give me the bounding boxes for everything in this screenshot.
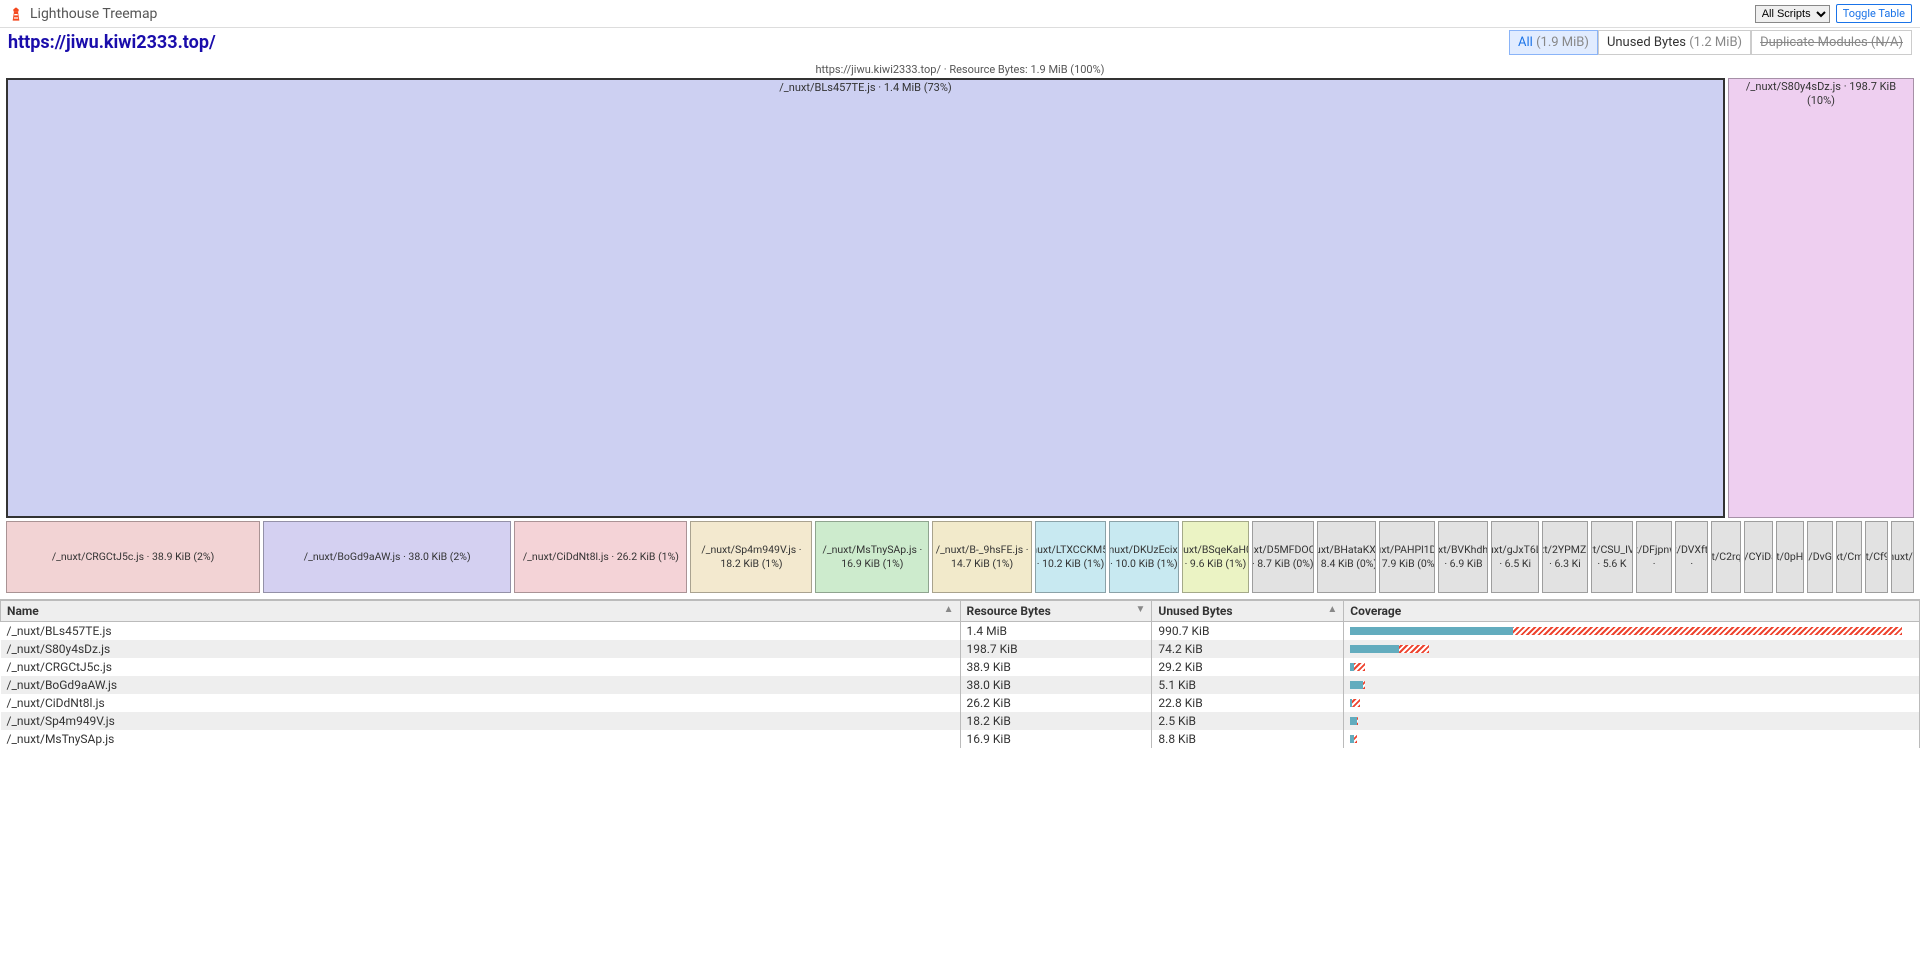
treemap-node-small[interactable]: /_nuxt/B-_9hsFE.js · 14.7 KiB (1%) [932,521,1032,593]
table-wrap: Name▲ Resource Bytes▼ Unused Bytes▲ Cove… [0,599,1920,779]
treemap-node-small[interactable]: /_nuxt/Cf9lfeA.j [1865,521,1889,593]
cell-coverage [1344,622,1920,641]
header-right: All Scripts Toggle Table [1755,4,1912,23]
treemap-node-main-label: /_nuxt/BLs457TE.js · 1.4 MiB (73%) [10,81,1721,95]
treemap-node-small[interactable]: /_nuxt/BVKhdhzs.js · 6.9 KiB [1438,521,1488,593]
treemap-node-small[interactable]: /_nuxt/D5MFDOOg.js · 8.7 KiB (0%) [1252,521,1313,593]
sort-icon: ▲ [944,604,954,615]
cell-name: /_nuxt/MsTnySAp.js [1,730,961,748]
col-name[interactable]: Name▲ [1,601,961,622]
page-url[interactable]: https://jiwu.kiwi2333.top/ [8,32,216,53]
table-row[interactable]: /_nuxt/S80y4sDz.js198.7 KiB74.2 KiB [1,640,1920,658]
treemap-node-main[interactable]: /_nuxt/BLs457TE.js · 1.4 MiB (73%) [6,78,1725,518]
treemap-node-small[interactable]: /_nuxt/CmhnKl [1836,521,1861,593]
sort-icon: ▼ [1136,604,1146,615]
table-row[interactable]: /_nuxt/Sp4m949V.js18.2 KiB2.5 KiB [1,712,1920,730]
treemap-node-small[interactable]: /_nuxt/CSU_IV1J.js · 5.6 K [1591,521,1633,593]
cell-unused: 29.2 KiB [1152,658,1344,676]
treemap-node-small[interactable]: /_nuxt/CiDdNt8l.js · 26.2 KiB (1%) [514,521,687,593]
cell-resource: 26.2 KiB [960,694,1152,712]
col-resource[interactable]: Resource Bytes▼ [960,601,1152,622]
table-body: /_nuxt/BLs457TE.js1.4 MiB990.7 KiB/_nuxt… [1,622,1920,749]
treemap-node-small[interactable]: /_nuxt/C2rqjsU.js [1711,521,1741,593]
cell-coverage [1344,676,1920,694]
cell-coverage [1344,640,1920,658]
table-row[interactable]: /_nuxt/CiDdNt8l.js26.2 KiB22.8 KiB [1,694,1920,712]
lighthouse-icon [8,6,24,22]
cell-unused: 8.8 KiB [1152,730,1344,748]
cell-unused: 990.7 KiB [1152,622,1344,641]
cell-unused: 22.8 KiB [1152,694,1344,712]
data-table: Name▲ Resource Bytes▼ Unused Bytes▲ Cove… [0,600,1920,748]
treemap-node-small[interactable]: /_nuxt/2YPMZbSi.js · 6.3 Ki [1542,521,1588,593]
header-title: Lighthouse Treemap [30,6,157,22]
treemap-node-small[interactable]: /_nuxt/0pHyuMD [1776,521,1804,593]
table-row[interactable]: /_nuxt/CRGCtJ5c.js38.9 KiB29.2 KiB [1,658,1920,676]
treemap-node-small[interactable]: /_nuxt/DKUzEcix.js · 10.0 KiB (1%) [1109,521,1179,593]
tab-duplicate[interactable]: Duplicate Modules (N/A) [1751,30,1912,55]
treemap-node-small[interactable]: /_nuxt/CYiDa4tg.js [1744,521,1773,593]
tab-unused[interactable]: Unused Bytes (1.2 MiB) [1598,30,1751,55]
cell-name: /_nuxt/S80y4sDz.js [1,640,961,658]
col-coverage[interactable]: Coverage [1344,601,1920,622]
cell-name: /_nuxt/CRGCtJ5c.js [1,658,961,676]
treemap-node-small[interactable]: /_nuxt/DVXftLml.js · [1675,521,1708,593]
treemap-node-small[interactable]: /_nuxt/DFjpnwFp.js · [1636,521,1673,593]
cell-resource: 16.9 KiB [960,730,1152,748]
treemap-node-small[interactable]: /_nuxt/CR [1891,521,1914,593]
cell-resource: 198.7 KiB [960,640,1152,658]
treemap-node-small[interactable]: /_nuxt/BHataKXd.js · 8.4 KiB (0%) [1317,521,1377,593]
treemap-node-small[interactable]: /_nuxt/LTXCCKM5.js · 10.2 KiB (1%) [1035,521,1106,593]
subheader: https://jiwu.kiwi2333.top/ All (1.9 MiB)… [0,28,1920,61]
cell-coverage [1344,730,1920,748]
cell-resource: 18.2 KiB [960,712,1152,730]
cell-name: /_nuxt/BLs457TE.js [1,622,961,641]
cell-unused: 74.2 KiB [1152,640,1344,658]
cell-unused: 5.1 KiB [1152,676,1344,694]
tab-all[interactable]: All (1.9 MiB) [1509,30,1598,55]
view-tabs: All (1.9 MiB) Unused Bytes (1.2 MiB) Dup… [1509,30,1912,55]
toggle-table-button[interactable]: Toggle Table [1836,4,1912,23]
treemap-node-small[interactable]: /_nuxt/gJxT6Lii.js · 6.5 Ki [1491,521,1538,593]
col-unused[interactable]: Unused Bytes▲ [1152,601,1344,622]
cell-unused: 2.5 KiB [1152,712,1344,730]
treemap-node-small[interactable]: /_nuxt/PAHPl1DU.js · 7.9 KiB (0%) [1379,521,1435,593]
treemap: /_nuxt/BLs457TE.js · 1.4 MiB (73%) /_nux… [6,78,1914,518]
cell-resource: 38.0 KiB [960,676,1152,694]
table-row[interactable]: /_nuxt/MsTnySAp.js16.9 KiB8.8 KiB [1,730,1920,748]
scripts-select[interactable]: All Scripts [1755,5,1830,23]
treemap-node-side-label: /_nuxt/S80y4sDz.js · 198.7 KiB (10%) [1731,80,1911,109]
treemap-node-small[interactable]: /_nuxt/CRGCtJ5c.js · 38.9 KiB (2%) [6,521,260,593]
treemap-node-small[interactable]: /_nuxt/BSqeKaH0.js · 9.6 KiB (1%) [1182,521,1249,593]
header-left: Lighthouse Treemap [8,6,157,22]
header: Lighthouse Treemap All Scripts Toggle Ta… [0,0,1920,28]
cell-resource: 1.4 MiB [960,622,1152,641]
cell-coverage [1344,658,1920,676]
treemap-node-small[interactable]: /_nuxt/DvG57Qzk [1807,521,1833,593]
cell-name: /_nuxt/CiDdNt8l.js [1,694,961,712]
cell-coverage [1344,712,1920,730]
cell-name: /_nuxt/Sp4m949V.js [1,712,961,730]
treemap-caption: https://jiwu.kiwi2333.top/ · Resource By… [0,61,1920,78]
table-row[interactable]: /_nuxt/BoGd9aAW.js38.0 KiB5.1 KiB [1,676,1920,694]
table-row[interactable]: /_nuxt/BLs457TE.js1.4 MiB990.7 KiB [1,622,1920,641]
cell-resource: 38.9 KiB [960,658,1152,676]
sort-icon: ▲ [1327,604,1337,615]
treemap-small-row: /_nuxt/CRGCtJ5c.js · 38.9 KiB (2%)/_nuxt… [6,521,1914,593]
cell-coverage [1344,694,1920,712]
treemap-node-small[interactable]: /_nuxt/MsTnySAp.js · 16.9 KiB (1%) [815,521,929,593]
cell-name: /_nuxt/BoGd9aAW.js [1,676,961,694]
treemap-node-side[interactable]: /_nuxt/S80y4sDz.js · 198.7 KiB (10%) [1728,78,1914,518]
treemap-node-small[interactable]: /_nuxt/BoGd9aAW.js · 38.0 KiB (2%) [263,521,511,593]
treemap-node-small[interactable]: /_nuxt/Sp4m949V.js · 18.2 KiB (1%) [690,521,812,593]
